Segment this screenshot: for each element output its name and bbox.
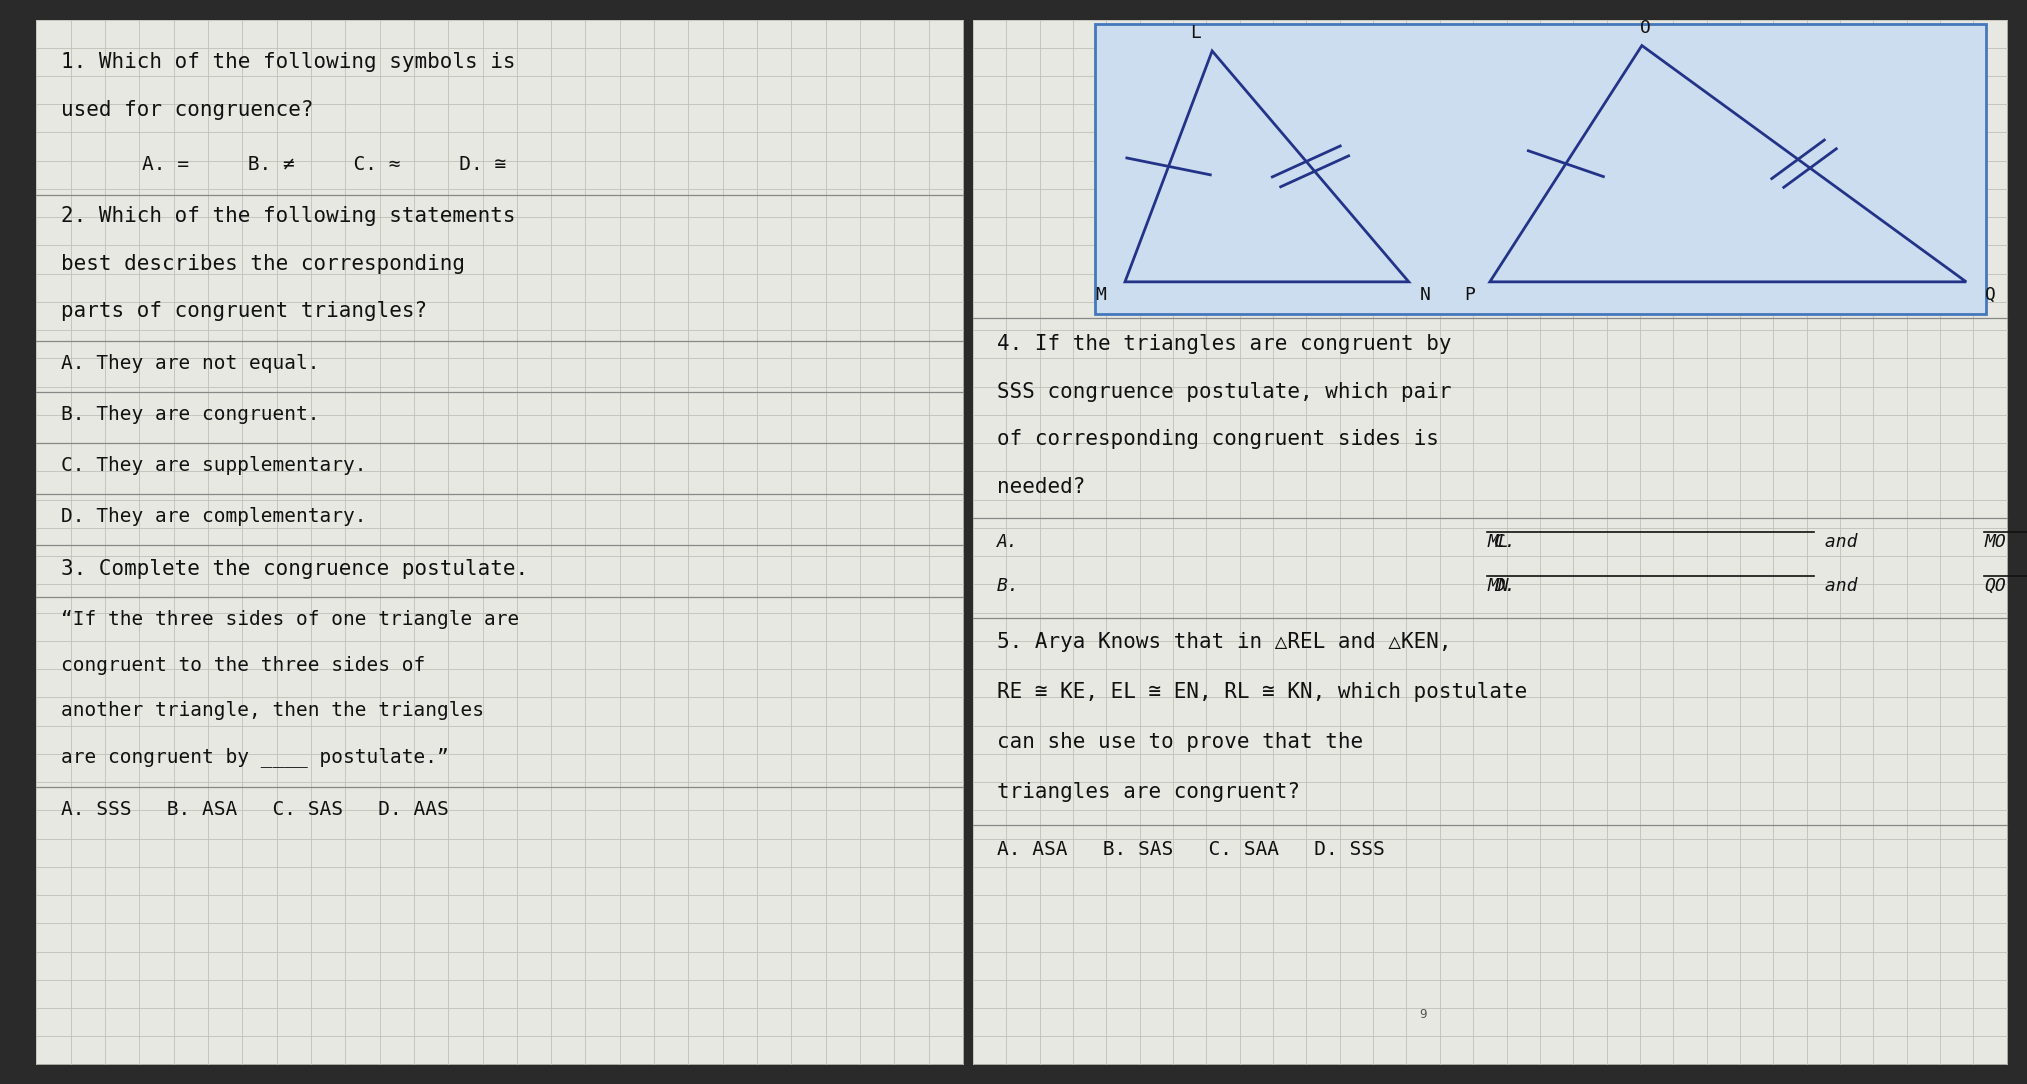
Text: needed?: needed? bbox=[997, 477, 1086, 496]
Text: D. They are complementary.: D. They are complementary. bbox=[61, 507, 367, 527]
Text: 1. Which of the following symbols is: 1. Which of the following symbols is bbox=[61, 52, 515, 72]
Text: RE ≅ KE, EL ≅ EN, RL ≅ KN, which postulate: RE ≅ KE, EL ≅ EN, RL ≅ KN, which postula… bbox=[997, 682, 1528, 701]
Text: O: O bbox=[1640, 18, 1652, 37]
Text: SSS congruence postulate, which pair: SSS congruence postulate, which pair bbox=[997, 382, 1451, 401]
Text: A.: A. bbox=[997, 533, 1030, 552]
Text: 3. Complete the congruence postulate.: 3. Complete the congruence postulate. bbox=[61, 559, 527, 579]
Text: QO: QO bbox=[1984, 577, 2007, 595]
Text: ML: ML bbox=[1488, 533, 1510, 552]
Text: and: and bbox=[1814, 533, 1869, 552]
Text: 4. If the triangles are congruent by: 4. If the triangles are congruent by bbox=[997, 334, 1451, 353]
Text: MO: MO bbox=[1984, 533, 2007, 552]
Text: best describes the corresponding: best describes the corresponding bbox=[61, 254, 464, 273]
Text: A. SSS   B. ASA   C. SAS   D. AAS: A. SSS B. ASA C. SAS D. AAS bbox=[61, 800, 448, 820]
Text: Q: Q bbox=[1984, 286, 1997, 305]
Text: “If the three sides of one triangle are: “If the three sides of one triangle are bbox=[61, 610, 519, 630]
Text: and: and bbox=[1814, 577, 1869, 595]
Text: C.: C. bbox=[1494, 533, 1526, 552]
Text: D.: D. bbox=[1494, 577, 1526, 595]
Text: are congruent by ____ postulate.”: are congruent by ____ postulate.” bbox=[61, 747, 448, 766]
Text: of corresponding congruent sides is: of corresponding congruent sides is bbox=[997, 429, 1439, 449]
Text: used for congruence?: used for congruence? bbox=[61, 100, 314, 119]
Text: another triangle, then the triangles: another triangle, then the triangles bbox=[61, 701, 484, 721]
Text: 2. Which of the following statements: 2. Which of the following statements bbox=[61, 206, 515, 225]
Text: congruent to the three sides of: congruent to the three sides of bbox=[61, 656, 426, 675]
FancyBboxPatch shape bbox=[36, 20, 963, 1064]
Text: triangles are congruent?: triangles are congruent? bbox=[997, 782, 1299, 801]
Text: N: N bbox=[1419, 286, 1431, 305]
Text: can she use to prove that the: can she use to prove that the bbox=[997, 732, 1364, 751]
Text: P: P bbox=[1463, 286, 1476, 305]
FancyBboxPatch shape bbox=[973, 20, 2007, 1064]
Text: M: M bbox=[1095, 286, 1107, 305]
Text: B. They are congruent.: B. They are congruent. bbox=[61, 405, 320, 425]
Text: MN: MN bbox=[1488, 577, 1510, 595]
Text: L: L bbox=[1190, 24, 1202, 42]
Text: A. =     B. ≠     C. ≈     D. ≅: A. = B. ≠ C. ≈ D. ≅ bbox=[142, 155, 507, 175]
Text: 5. Arya Knows that in △REL and △KEN,: 5. Arya Knows that in △REL and △KEN, bbox=[997, 632, 1451, 651]
FancyBboxPatch shape bbox=[1095, 24, 1986, 314]
Text: parts of congruent triangles?: parts of congruent triangles? bbox=[61, 301, 428, 321]
Text: B.: B. bbox=[997, 577, 1030, 595]
Text: A. ASA   B. SAS   C. SAA   D. SSS: A. ASA B. SAS C. SAA D. SSS bbox=[997, 840, 1384, 860]
Text: 9: 9 bbox=[1419, 1008, 1427, 1021]
Text: A. They are not equal.: A. They are not equal. bbox=[61, 354, 320, 374]
Text: C. They are supplementary.: C. They are supplementary. bbox=[61, 456, 367, 476]
